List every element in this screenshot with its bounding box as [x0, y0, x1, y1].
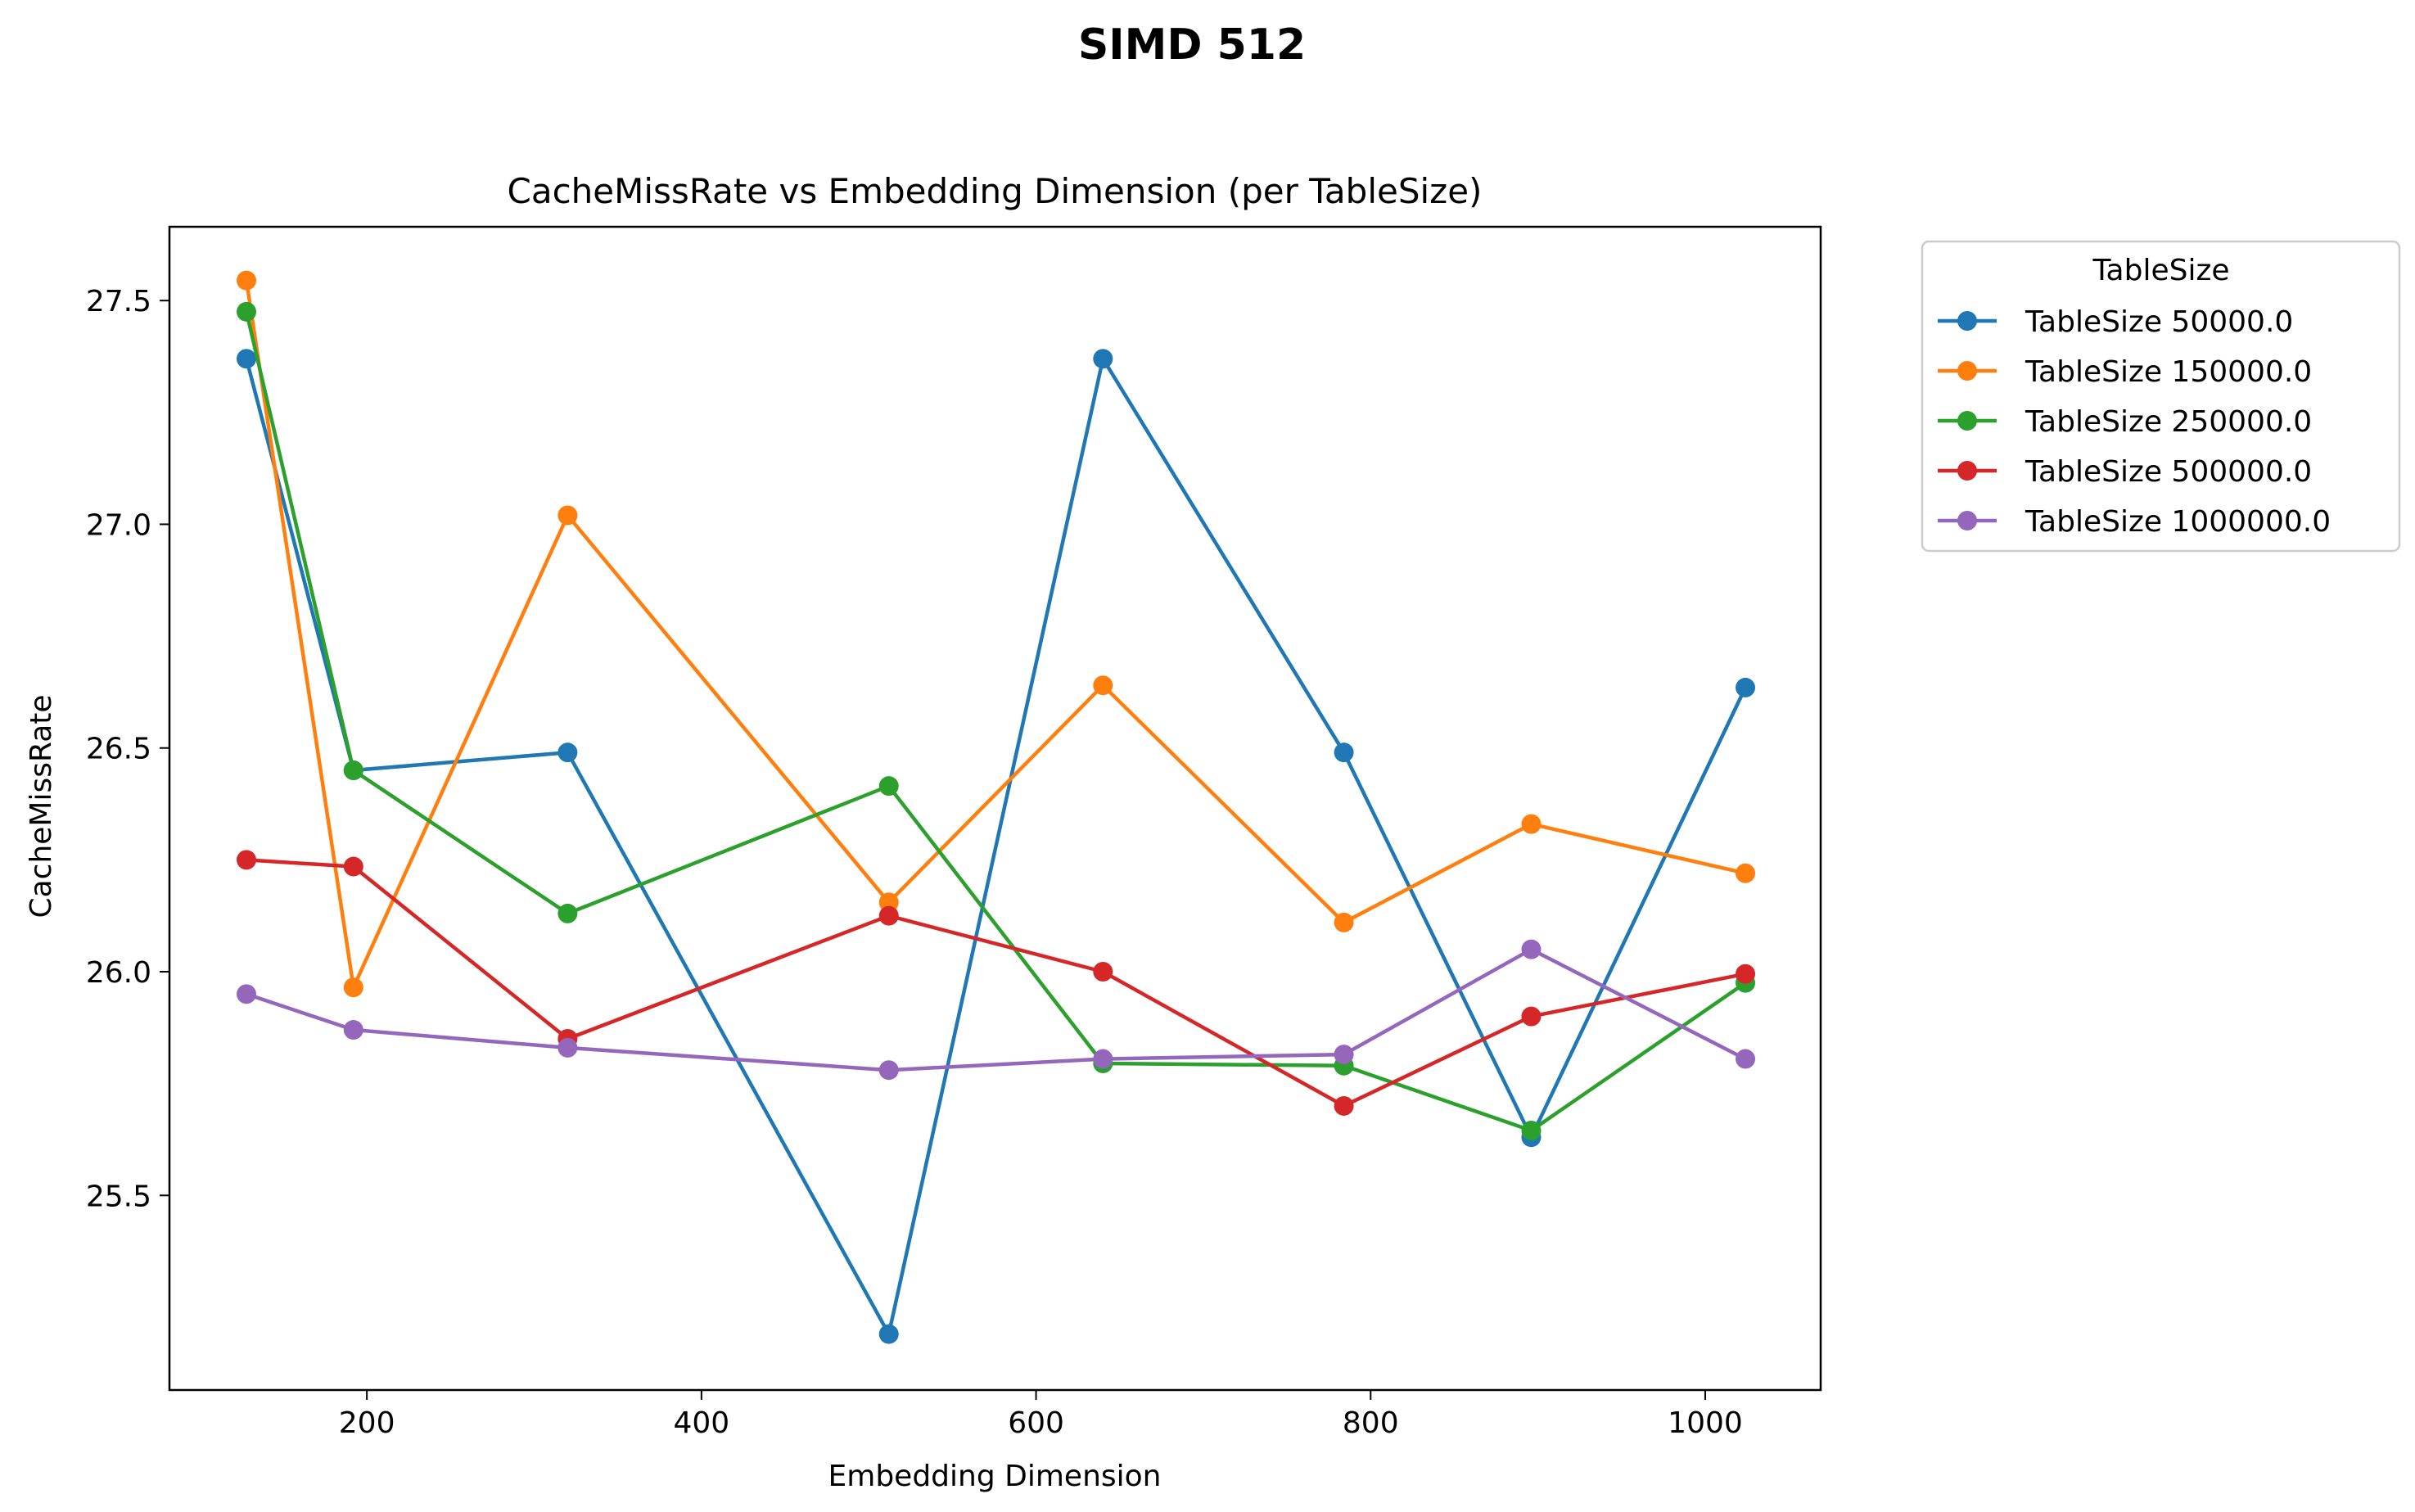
series-layer	[237, 270, 1756, 1344]
data-point	[1521, 1121, 1542, 1141]
series-line	[246, 858, 1746, 1108]
y-tick-label: 26.5	[86, 733, 151, 766]
series-line	[244, 280, 1746, 990]
data-point	[237, 301, 257, 322]
data-point	[878, 1060, 899, 1081]
legend-entries: TableSize 50000.0 TableSize 150000.0 Table…	[1938, 305, 2331, 539]
x-tick-label: 1000	[1668, 1406, 1743, 1440]
series-4	[237, 850, 1756, 1116]
legend-entry: TableSize 250000.0	[1938, 405, 2312, 439]
axes-frame	[168, 225, 1822, 1392]
data-point	[1521, 939, 1542, 959]
x-tick-label: 600	[1008, 1406, 1064, 1440]
data-point	[1736, 1049, 1756, 1069]
legend: TableSize TableSize 50000.0 TableSize 150…	[1921, 240, 2401, 553]
data-point	[557, 903, 578, 923]
data-point	[1093, 961, 1113, 982]
data-point	[1093, 349, 1113, 369]
y-tick-label: 26.0	[86, 956, 151, 990]
data-point	[343, 761, 363, 781]
data-point	[1334, 742, 1354, 763]
series-line	[246, 947, 1747, 1072]
x-tick-label: 800	[1343, 1406, 1399, 1440]
data-point	[557, 742, 578, 763]
legend-swatch-marker	[1957, 361, 1977, 381]
data-point	[343, 977, 363, 998]
y-axis-ticks: 25.5 26.0 26.5 27.0 27.5	[86, 285, 169, 1213]
legend-entry: TableSize 1000000.0	[1938, 505, 2331, 539]
data-point	[878, 776, 899, 797]
data-point	[1521, 814, 1542, 834]
legend-entry: TableSize 500000.0	[1938, 455, 2312, 489]
legend-box	[1921, 240, 2401, 553]
x-tick-label: 400	[673, 1406, 729, 1440]
data-point	[878, 892, 899, 913]
x-axis-ticks: 200 400 600 800 1000	[339, 1390, 1743, 1440]
data-point	[1334, 1095, 1354, 1116]
y-tick-label: 27.5	[86, 285, 151, 318]
legend-title: TableSize	[2092, 254, 2230, 287]
x-tick-label: 200	[339, 1406, 395, 1440]
data-point	[1736, 964, 1756, 984]
data-point	[1334, 912, 1354, 932]
series-line	[244, 356, 1748, 1336]
data-point	[878, 1324, 899, 1344]
legend-swatch-marker	[1957, 311, 1977, 331]
legend-label: TableSize 500000.0	[2025, 455, 2312, 489]
legend-label: TableSize 250000.0	[2025, 405, 2312, 439]
data-point	[878, 905, 899, 926]
data-point	[237, 984, 257, 1004]
data-point	[1521, 1006, 1542, 1027]
data-point	[557, 505, 578, 526]
legend-entry: TableSize 150000.0	[1938, 355, 2312, 389]
data-point	[1736, 863, 1756, 883]
legend-label: TableSize 50000.0	[2025, 305, 2293, 339]
legend-swatch-marker	[1957, 511, 1977, 530]
data-point	[1334, 1045, 1354, 1065]
data-point	[237, 349, 257, 369]
chart-title: CacheMissRate vs Embedding Dimension (pe…	[508, 171, 1483, 211]
series-2	[237, 270, 1756, 998]
data-point	[343, 1020, 363, 1040]
data-point	[237, 270, 257, 291]
y-axis-label: CacheMissRate	[25, 694, 58, 918]
legend-entry: TableSize 50000.0	[1938, 305, 2293, 339]
y-tick-label: 25.5	[86, 1180, 151, 1213]
x-axis-label: Embedding Dimension	[828, 1460, 1162, 1493]
plot-area: 200 400 600 800 1000 25.5 26.0 26.5 27.0 27.5	[86, 225, 1822, 1440]
legend-swatch-marker	[1957, 411, 1977, 431]
y-tick-label: 27.0	[86, 508, 151, 542]
data-point	[237, 850, 257, 870]
data-point	[1093, 675, 1113, 696]
data-point	[1736, 677, 1756, 697]
legend-label: TableSize 1000000.0	[2025, 505, 2331, 539]
legend-swatch-marker	[1957, 461, 1977, 481]
data-point	[343, 856, 363, 877]
data-point	[1093, 1049, 1113, 1069]
legend-label: TableSize 150000.0	[2025, 355, 2312, 389]
figure-title: SIMD 512	[1078, 20, 1306, 70]
data-point	[557, 1037, 578, 1058]
series-line	[244, 311, 1747, 1133]
series-5	[237, 939, 1756, 1081]
